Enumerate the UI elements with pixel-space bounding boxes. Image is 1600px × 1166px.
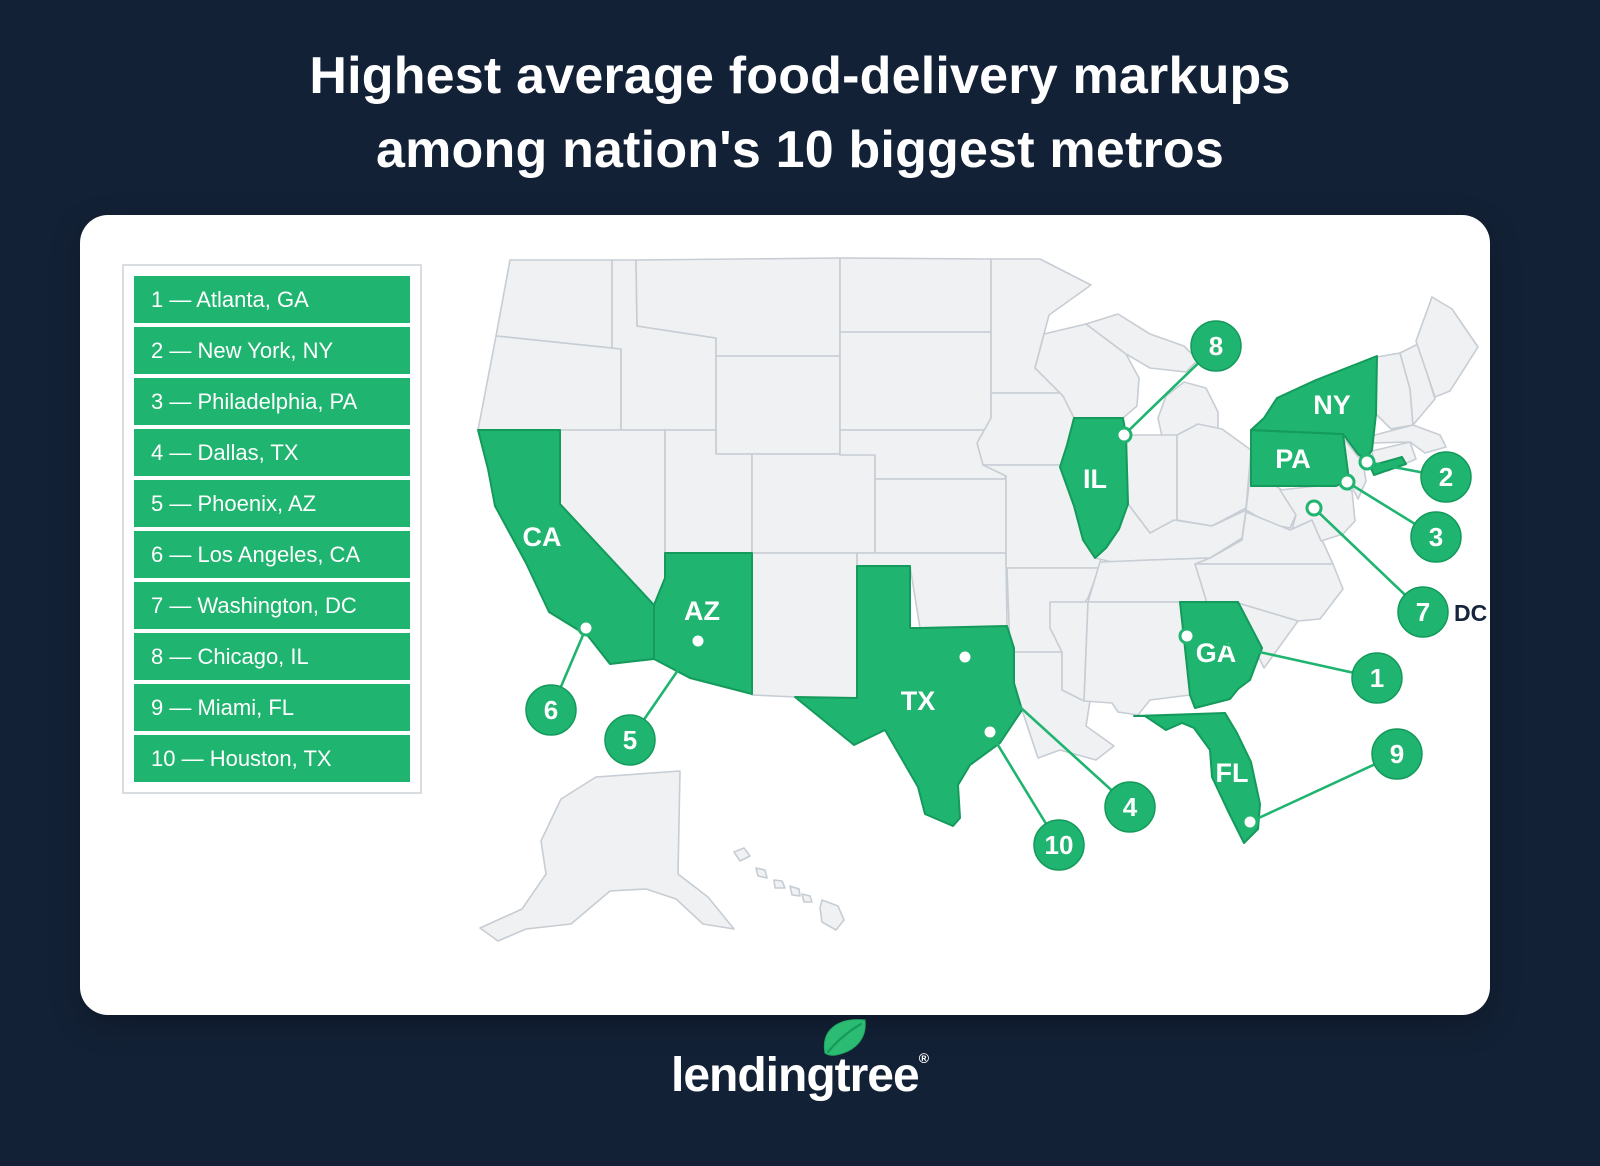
rank-marker-3: 3 [1410, 511, 1462, 563]
state-label-az: AZ [684, 596, 720, 626]
rank-marker-1: 1 [1351, 652, 1403, 704]
svg-text:7: 7 [1416, 597, 1430, 627]
state-fl-highlight [1133, 712, 1261, 844]
city-dot-atlanta [1178, 627, 1196, 645]
leader-line-1 [1186, 634, 1378, 680]
state-hi [733, 847, 845, 931]
state-label-fl: FL [1216, 758, 1249, 788]
state-label-group: CA AZ TX IL PA NY GA FL [523, 390, 1351, 788]
svg-text:2: 2 [1439, 462, 1453, 492]
state-ak [479, 770, 735, 942]
legend-item: 2 — New York, NY [134, 327, 410, 374]
city-dot-los-angeles [577, 619, 595, 637]
state-label-ca: CA [523, 522, 562, 552]
registered-trademark: ® [918, 1050, 930, 1066]
state-co [751, 453, 876, 554]
legend-item: 6 — Los Angeles, CA [134, 531, 410, 578]
rank-marker-2: 2 [1420, 451, 1472, 503]
svg-text:6: 6 [544, 695, 558, 725]
state-ny-highlight [1250, 355, 1378, 461]
state-ma [1370, 424, 1447, 454]
state-nd [839, 257, 992, 333]
us-map-gray-states [477, 257, 1479, 942]
city-dot-phoenix [689, 632, 707, 650]
page-title: Highest average food-delivery markups am… [0, 40, 1600, 188]
state-oh [1176, 423, 1252, 527]
lendingtree-logo: lendingtree® [670, 1019, 930, 1103]
leader-lines [549, 345, 1447, 846]
rank-marker-9: 9 [1371, 728, 1423, 780]
rank-marker-5: 5 [604, 714, 656, 766]
city-dot-miami [1241, 813, 1259, 831]
rank-marker-4: 4 [1104, 781, 1156, 833]
state-tx-highlight [794, 565, 1023, 827]
state-wi [1034, 323, 1140, 419]
city-dot-washington [1305, 499, 1323, 517]
state-label-ny: NY [1313, 390, 1351, 420]
us-map: CA AZ TX IL PA NY GA FL [477, 257, 1487, 942]
rank-marker-6: 6 [525, 684, 577, 736]
svg-text:9: 9 [1390, 739, 1404, 769]
state-wa [495, 259, 613, 349]
svg-text:4: 4 [1123, 792, 1138, 822]
svg-text:1: 1 [1370, 663, 1384, 693]
legend-item: 7 — Washington, DC [134, 582, 410, 629]
logo-wordmark: lendingtree [670, 1049, 920, 1102]
city-dot-houston [981, 723, 999, 741]
leader-line-9 [1249, 752, 1398, 824]
state-label-tx: TX [901, 686, 936, 716]
state-nh [1399, 343, 1436, 426]
dc-label: DC [1454, 600, 1487, 626]
legend-item: 4 — Dallas, TX [134, 429, 410, 476]
city-dot-chicago [1115, 426, 1133, 444]
legend-item: 3 — Philadelphia, PA [134, 378, 410, 425]
legend-list: 1 — Atlanta, GA 2 — New York, NY 3 — Phi… [134, 276, 410, 782]
leaf-icon [823, 1019, 866, 1056]
city-dot-dallas [956, 648, 974, 666]
svg-text:3: 3 [1429, 522, 1443, 552]
rank-marker-10: 10 [1033, 819, 1085, 871]
city-dots [577, 426, 1376, 831]
rank-markers: 1 2 3 4 5 6 7 [525, 320, 1472, 871]
state-nm [751, 552, 858, 699]
legend-item: 9 — Miami, FL [134, 684, 410, 731]
state-az-highlight [653, 552, 753, 695]
leader-line-4 [964, 656, 1131, 808]
title-line-1: Highest average food-delivery markups [309, 47, 1291, 105]
state-label-il: IL [1083, 464, 1107, 494]
legend-item: 10 — Houston, TX [134, 735, 410, 782]
svg-text:10: 10 [1045, 830, 1074, 860]
state-ca-highlight [477, 429, 655, 665]
state-ks [874, 478, 1007, 554]
state-label-pa: PA [1275, 444, 1311, 474]
svg-text:8: 8 [1209, 331, 1223, 361]
city-dot-new-york [1358, 453, 1376, 471]
svg-text:5: 5 [623, 725, 637, 755]
city-dot-philadelphia [1338, 473, 1356, 491]
state-ga-highlight [1179, 601, 1263, 709]
metro-rank-legend: 1 — Atlanta, GA 2 — New York, NY 3 — Phi… [122, 264, 422, 794]
legend-item: 8 — Chicago, IL [134, 633, 410, 680]
state-me [1415, 296, 1479, 398]
state-sd [839, 331, 992, 431]
legend-item: 5 — Phoenix, AZ [134, 480, 410, 527]
legend-item: 1 — Atlanta, GA [134, 276, 410, 323]
title-line-2: among nation's 10 biggest metros [375, 120, 1225, 179]
state-al [1083, 601, 1191, 716]
state-or [477, 335, 622, 431]
state-wy [715, 355, 841, 455]
rank-marker-7: 7 [1397, 586, 1449, 638]
rank-marker-8: 8 [1190, 320, 1242, 372]
